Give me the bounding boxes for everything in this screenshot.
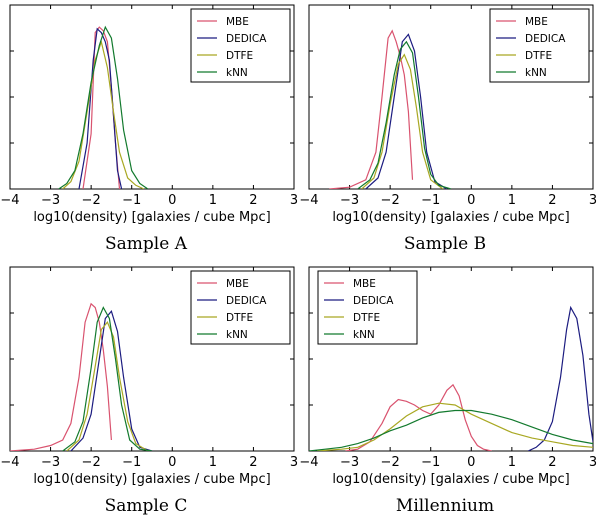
panel-caption: Sample A — [105, 234, 188, 254]
x-tick-label: 1 — [209, 193, 217, 208]
legend-label-mbe: MBE — [525, 16, 548, 28]
legend-label-dtfe: DTFE — [226, 312, 253, 324]
x-tick-label: 2 — [249, 193, 257, 208]
x-tick-label: −4 — [299, 193, 318, 208]
series-line-dedica — [78, 27, 123, 189]
legend-label-dtfe: DTFE — [525, 50, 552, 62]
legend-label-knn: kNN — [525, 67, 547, 79]
legend-label-dtfe: DTFE — [353, 312, 380, 324]
x-tick-label: 1 — [508, 455, 516, 470]
legend: MBE DEDICA DTFE kNN — [190, 8, 291, 83]
x-tick-label: −2 — [82, 455, 101, 470]
panel-caption: Sample B — [404, 234, 486, 254]
series-line-knn — [309, 409, 593, 451]
series-line-dtfe — [66, 321, 149, 451]
panel-sample-a: −4 −3 −2 −1 0 1 2 3 MBE DEDICA DTFE kNN log10(densit… — [0, 4, 298, 254]
x-tick-label: 1 — [508, 193, 516, 208]
x-axis-label: log10(density) [galaxies / cube Mpc] — [332, 210, 569, 225]
x-tick-label: 0 — [467, 455, 475, 470]
series-line-knn — [357, 40, 452, 189]
legend-label-dedica: DEDICA — [226, 33, 267, 45]
series-line-dtfe — [62, 39, 145, 189]
x-tick-label: −2 — [82, 193, 101, 208]
x-tick-label: −4 — [0, 193, 19, 208]
x-tick-label: −4 — [299, 455, 318, 470]
legend-label-knn: kNN — [353, 329, 375, 341]
series-line-mbe — [10, 302, 112, 451]
x-tick-label: −3 — [340, 193, 359, 208]
x-axis-label: log10(density) [galaxies / cube Mpc] — [33, 472, 270, 487]
series-line-dtfe — [361, 53, 444, 189]
x-tick-label: −1 — [421, 455, 440, 470]
legend-label-mbe: MBE — [353, 278, 376, 290]
series-line-dedica — [527, 305, 593, 451]
x-tick-label: −2 — [381, 455, 400, 470]
legend-label-mbe: MBE — [226, 278, 249, 290]
legend-label-dedica: DEDICA — [525, 33, 566, 45]
x-tick-label: −3 — [41, 193, 60, 208]
x-tick-label: 0 — [467, 193, 475, 208]
legend-label-mbe: MBE — [226, 16, 249, 28]
x-tick-label: 2 — [249, 455, 257, 470]
x-tick-label: −4 — [0, 455, 19, 470]
x-tick-label: 2 — [548, 193, 556, 208]
series-line-mbe — [345, 383, 492, 451]
x-tick-label: −1 — [122, 193, 141, 208]
x-tick-label: 2 — [548, 455, 556, 470]
x-tick-label: 1 — [209, 455, 217, 470]
panel-sample-c: −4 −3 −2 −1 0 1 2 3 MBE DEDICA DTFE kNN log10(densit… — [0, 266, 298, 516]
legend: MBE DEDICA DTFE kNN — [489, 8, 590, 83]
legend-label-knn: kNN — [226, 329, 248, 341]
legend-label-dedica: DEDICA — [353, 295, 394, 307]
series-line-dtfe — [317, 402, 593, 451]
x-axis-label: log10(density) [galaxies / cube Mpc] — [332, 472, 569, 487]
series-line-dedica — [365, 33, 448, 189]
legend-label-dtfe: DTFE — [226, 50, 253, 62]
x-tick-label: 0 — [168, 455, 176, 470]
x-tick-label: −2 — [381, 193, 400, 208]
panel-caption: Sample C — [105, 496, 188, 516]
x-tick-label: 3 — [589, 455, 597, 470]
x-tick-label: −1 — [122, 455, 141, 470]
x-tick-label: 3 — [290, 193, 298, 208]
legend: MBE DEDICA DTFE kNN — [190, 270, 291, 345]
series-line-knn — [58, 25, 149, 189]
x-tick-label: 3 — [589, 193, 597, 208]
x-axis-label: log10(density) [galaxies / cube Mpc] — [33, 210, 270, 225]
panel-caption: Millennium — [396, 496, 494, 516]
panel-sample-b: −4 −3 −2 −1 0 1 2 3 MBE DEDICA DTFE kNN log10(densit… — [299, 4, 597, 254]
legend-box — [190, 270, 291, 345]
series-line-mbe — [329, 29, 414, 189]
legend-label-knn: kNN — [226, 67, 248, 79]
x-tick-label: −3 — [340, 455, 359, 470]
series-line-dedica — [70, 309, 153, 451]
x-tick-label: −1 — [421, 193, 440, 208]
panel-millennium: −4 −3 −2 −1 0 1 2 3 MBE DEDICA DTFE kNN log10(densit… — [299, 266, 597, 516]
x-tick-label: 3 — [290, 455, 298, 470]
series-line-knn — [62, 306, 153, 451]
x-tick-label: 0 — [168, 193, 176, 208]
legend-label-dedica: DEDICA — [226, 295, 267, 307]
x-tick-label: −3 — [41, 455, 60, 470]
legend: MBE DEDICA DTFE kNN — [317, 270, 418, 345]
